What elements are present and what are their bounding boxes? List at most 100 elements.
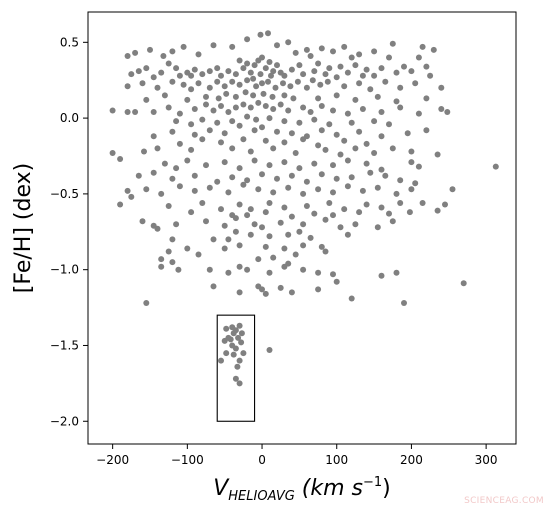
y-axis-label: [Fe/H] (dex): [11, 163, 36, 293]
data-point: [225, 236, 232, 243]
data-point: [238, 339, 245, 346]
data-point: [270, 145, 277, 152]
data-point: [415, 110, 422, 117]
data-point: [210, 283, 217, 290]
data-point: [223, 350, 230, 357]
data-point: [199, 136, 206, 143]
data-point: [147, 46, 153, 53]
data-point: [281, 92, 288, 99]
data-point: [128, 193, 135, 200]
data-point: [215, 95, 222, 102]
data-point: [415, 54, 422, 61]
data-point: [225, 109, 232, 115]
data-point: [333, 131, 340, 138]
data-point: [188, 209, 195, 216]
data-point: [290, 95, 297, 102]
data-point: [262, 137, 269, 144]
data-point: [143, 96, 150, 103]
data-point: [173, 165, 180, 172]
data-point: [341, 43, 348, 50]
data-point: [318, 45, 325, 52]
data-point: [352, 62, 359, 69]
data-point: [315, 269, 322, 276]
data-point: [322, 146, 329, 153]
data-point: [227, 336, 234, 343]
data-point: [269, 93, 276, 100]
data-point: [294, 78, 301, 85]
data-point: [165, 60, 172, 67]
y-tick-label: 0.5: [60, 35, 79, 49]
data-point: [135, 172, 142, 179]
data-point: [423, 127, 430, 134]
data-point: [408, 148, 415, 155]
data-point: [247, 206, 254, 213]
data-point: [404, 130, 411, 137]
data-point: [363, 201, 370, 208]
data-point: [232, 104, 239, 111]
data-point: [184, 245, 191, 252]
data-point: [348, 295, 355, 302]
data-point: [363, 140, 370, 147]
data-point: [337, 151, 344, 158]
data-point: [270, 68, 277, 75]
data-point: [236, 122, 243, 129]
data-point: [333, 92, 340, 99]
data-point: [322, 216, 329, 223]
data-point: [386, 210, 392, 217]
data-point: [406, 209, 413, 216]
data-point: [449, 186, 456, 193]
data-point: [214, 65, 221, 72]
data-point: [161, 160, 168, 167]
data-point: [423, 95, 430, 102]
data-point: [262, 65, 269, 72]
data-point: [150, 133, 157, 140]
x-tick-label: 0: [258, 453, 266, 467]
data-point: [356, 51, 363, 58]
data-point: [412, 180, 419, 187]
data-point: [251, 62, 258, 69]
data-point: [250, 75, 257, 82]
data-point: [214, 178, 221, 185]
y-axis: 0.5 0.0 −0.5 −1.0 −1.5 −2.0: [50, 35, 88, 428]
data-point: [173, 65, 180, 72]
data-point: [378, 204, 385, 211]
data-point: [195, 251, 202, 258]
data-point: [265, 78, 271, 85]
data-point: [374, 184, 381, 191]
data-point: [341, 137, 348, 144]
data-point: [408, 186, 415, 193]
data-point: [175, 266, 182, 273]
data-point: [165, 248, 172, 255]
data-point: [359, 72, 366, 79]
data-points: [109, 30, 499, 387]
data-point: [236, 263, 243, 270]
data-point: [176, 110, 183, 117]
x-tick-label: −100: [171, 453, 204, 467]
data-point: [352, 145, 359, 152]
data-point: [317, 81, 324, 88]
data-point: [132, 49, 139, 56]
data-point: [300, 221, 307, 228]
data-point: [218, 103, 224, 109]
x-tick-label: 300: [475, 453, 498, 467]
data-point: [221, 245, 228, 252]
data-point: [292, 251, 299, 258]
data-point: [199, 116, 206, 123]
data-point: [337, 63, 344, 70]
data-point: [300, 104, 307, 111]
data-point: [300, 71, 307, 78]
data-point: [281, 118, 288, 125]
data-point: [203, 162, 209, 169]
data-point: [236, 242, 243, 249]
data-point: [218, 72, 224, 79]
data-point: [296, 165, 303, 172]
data-point: [169, 259, 176, 266]
data-point: [341, 206, 348, 213]
data-point: [244, 212, 251, 219]
data-point: [270, 106, 277, 112]
data-point: [281, 139, 288, 146]
data-point: [232, 228, 239, 235]
data-point: [318, 103, 325, 109]
data-point: [330, 107, 336, 114]
data-point: [324, 78, 331, 85]
